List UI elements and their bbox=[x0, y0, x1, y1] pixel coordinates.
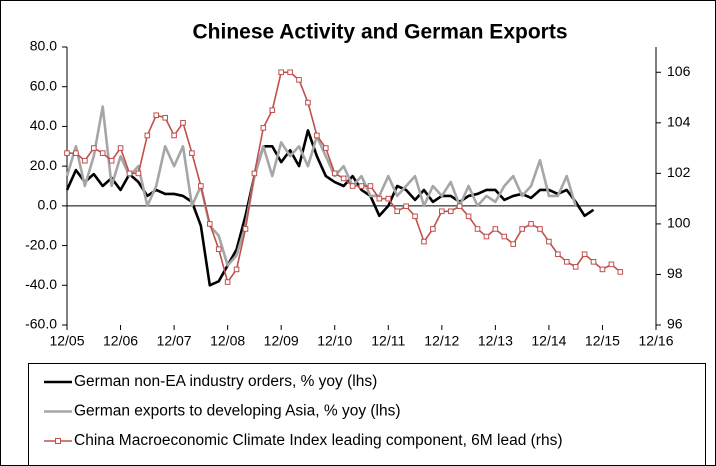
series-marker bbox=[224, 279, 231, 285]
series-marker bbox=[376, 195, 383, 202]
series-marker bbox=[198, 183, 204, 189]
series-marker bbox=[430, 226, 436, 232]
series-marker bbox=[180, 120, 186, 126]
series-marker bbox=[572, 264, 579, 270]
y2-tick-label: 104 bbox=[667, 114, 691, 130]
x-tick-label: 12/12 bbox=[424, 333, 459, 349]
series-marker bbox=[162, 114, 168, 121]
x-tick-label: 12/06 bbox=[103, 333, 138, 349]
y2-tick-label: 96 bbox=[667, 316, 683, 332]
series-marker bbox=[456, 203, 463, 210]
series-marker bbox=[126, 170, 133, 177]
series-marker bbox=[474, 226, 481, 232]
series-marker bbox=[135, 170, 142, 177]
x-tick-label: 12/05 bbox=[49, 333, 84, 349]
y-tick-label: 40.0 bbox=[30, 117, 57, 133]
series-marker bbox=[394, 208, 400, 215]
legend-label: German non-EA industry orders, % yoy (lh… bbox=[74, 373, 377, 390]
series-marker bbox=[73, 150, 79, 156]
series-marker bbox=[555, 251, 561, 258]
y2-tick-label: 106 bbox=[667, 63, 691, 79]
series-marker bbox=[153, 112, 160, 119]
series-marker bbox=[563, 259, 570, 265]
series-marker bbox=[385, 195, 392, 202]
y-tick-label: 60.0 bbox=[30, 77, 57, 93]
series-marker bbox=[447, 208, 454, 215]
x-tick-label: 12/16 bbox=[638, 333, 673, 349]
series-marker bbox=[599, 266, 606, 273]
x-tick-label: 12/11 bbox=[371, 333, 405, 349]
series-marker bbox=[403, 203, 409, 210]
y2-tick-label: 98 bbox=[667, 265, 683, 281]
series-marker bbox=[412, 213, 418, 220]
series-marker bbox=[421, 238, 427, 245]
series-marker bbox=[206, 221, 213, 227]
series-marker bbox=[581, 251, 588, 258]
series-marker bbox=[90, 145, 97, 151]
y-tick-label: -60.0 bbox=[25, 316, 57, 332]
series-marker bbox=[358, 183, 365, 189]
y-tick-label: -20.0 bbox=[25, 236, 57, 252]
y2-tick-label: 100 bbox=[667, 215, 691, 231]
series-marker bbox=[314, 132, 320, 139]
y-tick-label: 20.0 bbox=[30, 157, 57, 173]
series-marker bbox=[189, 150, 195, 156]
series-marker bbox=[349, 183, 356, 189]
y2-tick-label: 102 bbox=[667, 164, 691, 180]
series-marker bbox=[296, 77, 302, 83]
series-marker bbox=[519, 226, 525, 232]
series-marker bbox=[144, 132, 151, 139]
series-marker bbox=[465, 213, 472, 220]
series-marker bbox=[510, 241, 517, 247]
series-marker bbox=[233, 266, 240, 273]
series-marker bbox=[242, 226, 249, 232]
series-marker bbox=[171, 132, 177, 139]
x-tick-label: 12/07 bbox=[157, 333, 192, 349]
series-marker bbox=[64, 150, 70, 156]
y-tick-label: 0.0 bbox=[38, 197, 58, 213]
y-tick-label: -40.0 bbox=[25, 276, 57, 292]
series-marker bbox=[537, 226, 543, 232]
chart-title: Chinese Activity and German Exports bbox=[193, 21, 568, 44]
y-tick-label: 80.0 bbox=[30, 38, 57, 54]
x-tick-label: 12/15 bbox=[585, 333, 620, 349]
series-marker bbox=[108, 157, 115, 164]
series-marker bbox=[215, 246, 222, 252]
series-marker bbox=[269, 107, 276, 113]
legend-marker bbox=[55, 438, 61, 444]
series-marker bbox=[492, 226, 499, 232]
series-marker bbox=[617, 269, 624, 275]
x-tick-label: 12/08 bbox=[210, 333, 245, 349]
series-marker bbox=[483, 233, 490, 240]
x-tick-label: 12/13 bbox=[478, 333, 513, 349]
series-marker bbox=[608, 261, 615, 268]
series-marker bbox=[546, 238, 552, 245]
series-marker bbox=[501, 233, 508, 240]
series-marker bbox=[278, 69, 284, 76]
series-marker bbox=[260, 125, 267, 131]
series-marker bbox=[367, 183, 374, 189]
legend-label: China Macroeconomic Climate Index leadin… bbox=[74, 432, 563, 449]
series-marker bbox=[340, 175, 347, 182]
series-marker bbox=[331, 170, 338, 177]
x-tick-label: 12/09 bbox=[264, 333, 299, 349]
series-marker bbox=[82, 157, 88, 164]
series-marker bbox=[99, 150, 106, 156]
series-marker bbox=[117, 145, 124, 151]
series-marker bbox=[287, 69, 293, 76]
series-marker bbox=[590, 259, 597, 265]
series-marker bbox=[528, 221, 534, 227]
legend-label: German exports to developing Asia, % yoy… bbox=[74, 403, 401, 420]
series-marker bbox=[305, 99, 311, 106]
x-tick-label: 12/14 bbox=[531, 333, 566, 349]
series-marker bbox=[251, 170, 258, 177]
series-marker bbox=[323, 145, 329, 151]
series-line bbox=[65, 105, 577, 267]
series-marker bbox=[439, 208, 445, 215]
x-tick-label: 12/10 bbox=[317, 333, 352, 349]
